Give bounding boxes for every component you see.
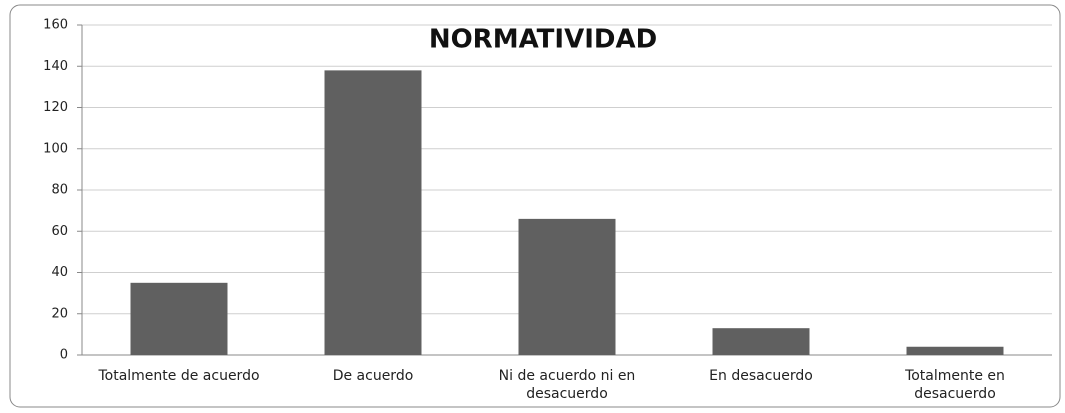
y-tick-label: 140 [43, 59, 68, 74]
y-tick-label: 160 [43, 18, 68, 33]
y-tick-label: 40 [51, 265, 68, 280]
y-tick-label: 80 [51, 183, 68, 198]
chart-border [9, 4, 1061, 408]
y-tick-label: 0 [60, 348, 68, 363]
bar [712, 328, 810, 355]
bar [518, 218, 616, 355]
x-tick-label: De acuerdo [332, 368, 414, 384]
y-tick-label: 60 [51, 224, 68, 239]
x-tick-label: En desacuerdo [709, 368, 813, 384]
y-tick-label: 20 [51, 306, 68, 321]
x-tick-label: Totalmente en desacuerdo [905, 368, 1005, 402]
x-tick-label: Totalmente de acuerdo [98, 368, 260, 384]
chart-title: NORMATIVIDAD [429, 25, 657, 55]
bar [324, 70, 422, 355]
x-tick-label: Ni de acuerdo ni en desacuerdo [498, 368, 636, 402]
y-tick-label: 100 [43, 141, 68, 156]
bar [906, 346, 1004, 355]
y-tick-label: 120 [43, 100, 68, 115]
bar [130, 282, 228, 355]
